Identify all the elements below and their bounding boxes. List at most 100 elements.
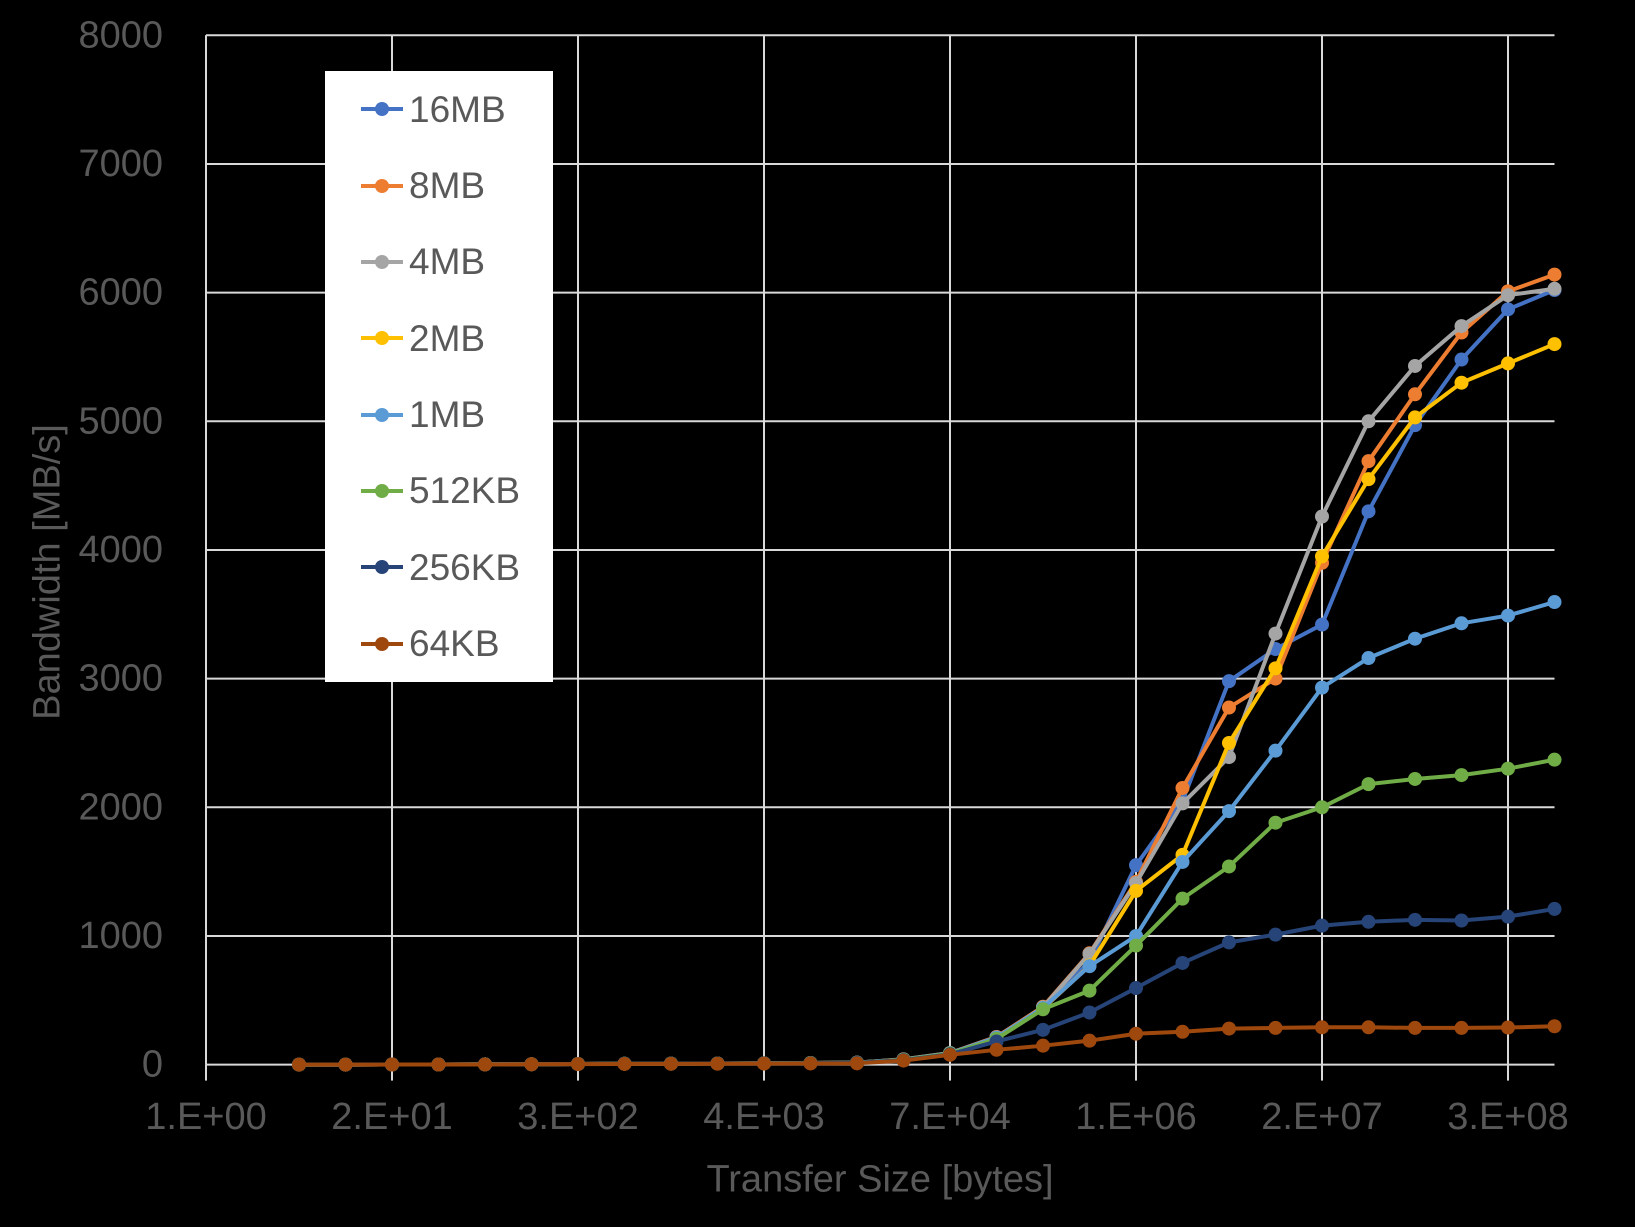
- data-point-256KB: [1082, 1005, 1097, 1020]
- y-tick-label: 7000: [78, 143, 163, 185]
- data-point-512KB: [1547, 752, 1562, 767]
- data-point-64KB: [1408, 1020, 1422, 1035]
- legend-line-marker-icon: [361, 636, 403, 651]
- x-tick-label: 3.E+08: [1447, 1096, 1569, 1138]
- y-tick-label: 5000: [78, 400, 163, 442]
- data-point-256KB: [1361, 914, 1376, 929]
- data-point-64KB: [1361, 1020, 1376, 1035]
- data-point-256KB: [1129, 981, 1143, 996]
- data-point-512KB: [1501, 761, 1515, 776]
- data-point-512KB: [1222, 859, 1236, 874]
- legend-entry-4MB: 4MB: [325, 224, 553, 300]
- data-point-512KB: [1175, 891, 1190, 906]
- data-point-64KB: [524, 1057, 539, 1072]
- data-point-64KB: [1036, 1038, 1050, 1053]
- data-point-16MB: [1454, 352, 1469, 367]
- y-tick-label: 6000: [78, 272, 163, 314]
- data-point-2MB: [1315, 549, 1329, 564]
- legend-entry-2MB: 2MB: [325, 300, 553, 376]
- data-point-64KB: [943, 1047, 957, 1062]
- data-point-8MB: [1547, 267, 1562, 282]
- data-point-2MB: [1268, 661, 1283, 676]
- data-point-512KB: [1315, 800, 1329, 815]
- data-point-4MB: [1408, 358, 1422, 373]
- data-point-4MB: [1175, 796, 1190, 811]
- legend-dot-icon: [375, 102, 389, 117]
- data-point-64KB: [1315, 1020, 1329, 1035]
- data-point-1MB: [1547, 595, 1562, 610]
- data-point-1MB: [1082, 959, 1097, 974]
- y-tick-label: 4000: [78, 529, 163, 571]
- data-point-1MB: [1501, 608, 1515, 623]
- x-tick-label: 1.E+00: [145, 1096, 267, 1138]
- data-point-64KB: [478, 1057, 492, 1072]
- y-tick-label: 2000: [78, 786, 163, 828]
- data-point-64KB: [710, 1056, 725, 1071]
- data-point-256KB: [1175, 955, 1190, 970]
- data-point-4MB: [1501, 288, 1515, 303]
- legend-dot-icon: [375, 483, 389, 498]
- data-point-1MB: [1175, 854, 1190, 869]
- data-point-4MB: [1268, 626, 1283, 641]
- data-point-64KB: [1222, 1021, 1236, 1036]
- data-point-64KB: [385, 1057, 399, 1072]
- legend-line-marker-icon: [361, 254, 403, 269]
- data-point-256KB: [1315, 918, 1329, 933]
- data-point-256KB: [1547, 901, 1562, 916]
- data-point-512KB: [1268, 815, 1283, 830]
- data-point-8MB: [1222, 700, 1236, 715]
- legend-entry-256KB: 256KB: [325, 529, 553, 605]
- data-point-1MB: [1315, 680, 1329, 695]
- series-markers-64KB: [292, 1019, 1562, 1072]
- legend-dot-icon: [375, 407, 389, 422]
- x-tick-label: 1.E+06: [1075, 1096, 1197, 1138]
- legend-label: 16MB: [409, 88, 506, 130]
- data-point-2MB: [1408, 410, 1422, 425]
- data-point-64KB: [1082, 1033, 1097, 1048]
- x-axis-title: Transfer Size [bytes]: [706, 1158, 1054, 1201]
- legend-line-marker-icon: [361, 102, 403, 117]
- data-point-2MB: [1501, 356, 1515, 371]
- data-point-512KB: [1082, 983, 1097, 998]
- data-point-1MB: [1361, 651, 1376, 666]
- data-point-512KB: [1129, 938, 1143, 953]
- data-point-64KB: [1129, 1026, 1143, 1041]
- data-point-1MB: [1408, 631, 1422, 646]
- legend-entry-1MB: 1MB: [325, 376, 553, 452]
- data-point-1MB: [1222, 804, 1236, 819]
- data-point-256KB: [1222, 935, 1236, 950]
- data-point-1MB: [1268, 743, 1283, 758]
- data-point-64KB: [1454, 1020, 1469, 1035]
- legend-entry-16MB: 16MB: [325, 71, 553, 147]
- legend-label: 4MB: [409, 241, 486, 283]
- data-point-2MB: [1454, 375, 1469, 390]
- data-point-16MB: [1315, 617, 1329, 632]
- data-point-4MB: [1315, 509, 1329, 524]
- legend-dot-icon: [375, 178, 389, 193]
- legend-label: 8MB: [409, 165, 486, 207]
- legend-dot-icon: [375, 636, 389, 651]
- legend-entry-8MB: 8MB: [325, 147, 553, 223]
- data-point-256KB: [1501, 909, 1515, 924]
- legend-line-marker-icon: [361, 483, 403, 498]
- data-point-64KB: [338, 1057, 353, 1072]
- data-point-64KB: [896, 1053, 911, 1068]
- data-point-64KB: [292, 1057, 306, 1072]
- data-point-64KB: [664, 1056, 678, 1071]
- legend-label: 2MB: [409, 317, 486, 359]
- series-line-256KB: [297, 906, 1557, 1067]
- legend-line-marker-icon: [361, 407, 403, 422]
- data-point-8MB: [1175, 780, 1190, 795]
- legend-entry-64KB: 64KB: [325, 606, 553, 682]
- data-point-8MB: [1361, 454, 1376, 469]
- y-tick-label: 1000: [78, 915, 163, 957]
- data-point-512KB: [1036, 1002, 1050, 1017]
- y-tick-label: 3000: [78, 658, 163, 700]
- data-point-64KB: [431, 1057, 446, 1072]
- data-point-2MB: [1361, 472, 1376, 487]
- data-point-256KB: [1036, 1022, 1050, 1037]
- series-markers-256KB: [292, 901, 1562, 1072]
- series-line-512KB: [297, 757, 1557, 1067]
- legend-box: 16MB 8MB 4MB 2MB 1MB 512KB 256KB 64KB: [325, 71, 553, 682]
